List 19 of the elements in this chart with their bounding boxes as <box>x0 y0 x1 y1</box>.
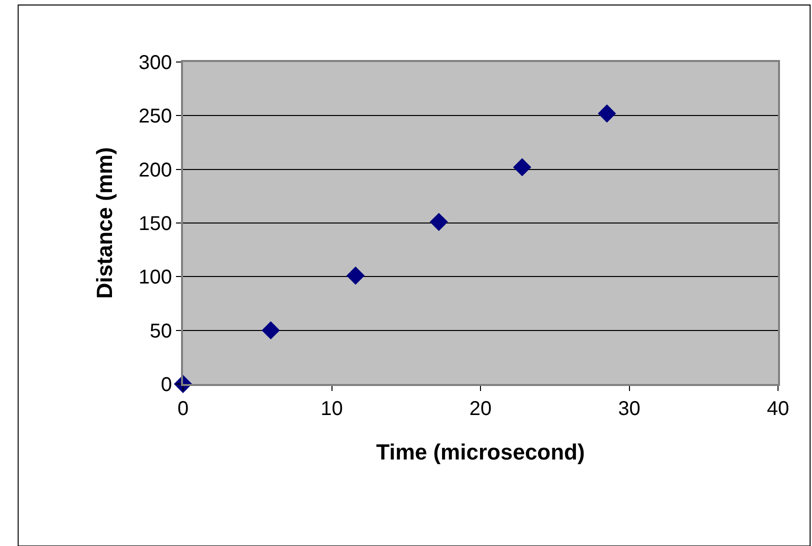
y-tick-label: 50 <box>150 320 172 342</box>
x-axis-title: Time (microsecond) <box>376 439 585 464</box>
x-tick-label: 30 <box>618 398 640 420</box>
point <box>598 104 616 123</box>
x-tick-label: 10 <box>320 398 343 420</box>
x-tick-label: 20 <box>469 398 492 420</box>
point <box>513 158 532 176</box>
y-tick-label: 250 <box>138 106 172 128</box>
y-tick-label: 200 <box>138 159 172 182</box>
x-tick-label: 0 <box>177 398 189 420</box>
y-tick-label: 150 <box>138 213 172 235</box>
y-tick-label: 100 <box>138 266 172 289</box>
y-tick-label: 300 <box>138 52 172 74</box>
point <box>262 321 280 340</box>
point <box>430 212 448 232</box>
y-axis-title: Distance (mm) <box>92 147 117 299</box>
point <box>346 266 365 285</box>
x-tick-label: 40 <box>766 398 790 420</box>
y-tick-label: 0 <box>160 374 172 396</box>
